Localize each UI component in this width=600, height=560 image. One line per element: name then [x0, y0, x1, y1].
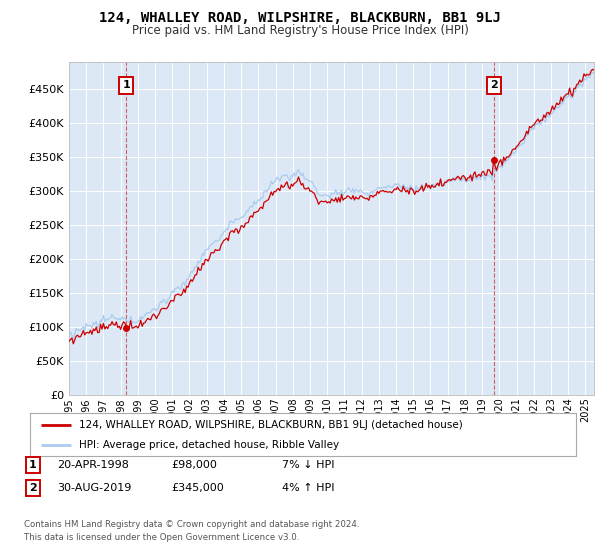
Text: 1: 1	[122, 81, 130, 90]
Text: 7% ↓ HPI: 7% ↓ HPI	[282, 460, 335, 470]
Text: 30-AUG-2019: 30-AUG-2019	[57, 483, 131, 493]
Text: 4% ↑ HPI: 4% ↑ HPI	[282, 483, 335, 493]
Text: 124, WHALLEY ROAD, WILPSHIRE, BLACKBURN, BB1 9LJ: 124, WHALLEY ROAD, WILPSHIRE, BLACKBURN,…	[99, 11, 501, 25]
Text: This data is licensed under the Open Government Licence v3.0.: This data is licensed under the Open Gov…	[24, 533, 299, 542]
Text: 2: 2	[490, 81, 497, 90]
Text: 20-APR-1998: 20-APR-1998	[57, 460, 129, 470]
Text: £345,000: £345,000	[171, 483, 224, 493]
Text: 1: 1	[29, 460, 37, 470]
Text: 2: 2	[29, 483, 37, 493]
Text: Contains HM Land Registry data © Crown copyright and database right 2024.: Contains HM Land Registry data © Crown c…	[24, 520, 359, 529]
Text: £98,000: £98,000	[171, 460, 217, 470]
Text: Price paid vs. HM Land Registry's House Price Index (HPI): Price paid vs. HM Land Registry's House …	[131, 24, 469, 36]
Text: 124, WHALLEY ROAD, WILPSHIRE, BLACKBURN, BB1 9LJ (detached house): 124, WHALLEY ROAD, WILPSHIRE, BLACKBURN,…	[79, 419, 463, 430]
Text: HPI: Average price, detached house, Ribble Valley: HPI: Average price, detached house, Ribb…	[79, 440, 339, 450]
